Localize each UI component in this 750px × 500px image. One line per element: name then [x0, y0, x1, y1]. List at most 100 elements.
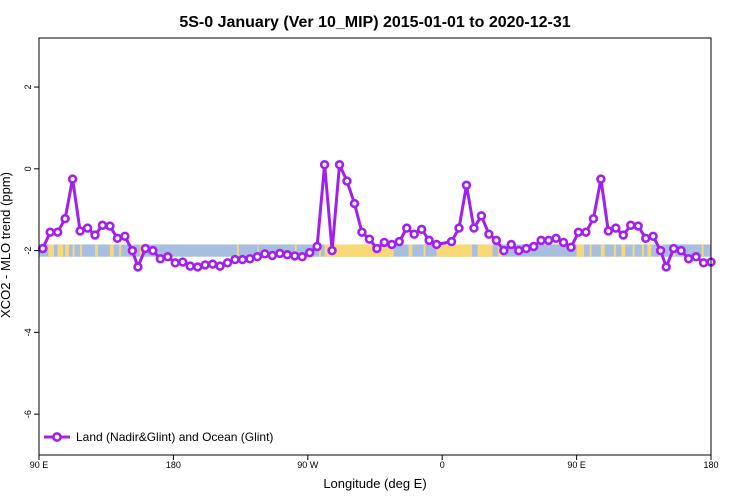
data-point [178, 257, 188, 267]
data-point [222, 258, 233, 268]
y-tick-label: -2 [23, 247, 33, 255]
land-segment [632, 244, 635, 257]
data-point [409, 229, 419, 239]
data-point [402, 223, 412, 233]
land-segment [294, 244, 297, 257]
land-segment [57, 244, 64, 257]
data-point [484, 229, 494, 239]
x-tick-label: 90 E [567, 460, 586, 470]
land-segment [576, 244, 585, 257]
data-point [640, 233, 651, 244]
data-point [431, 239, 442, 250]
land-segment [257, 244, 259, 257]
data-point [387, 239, 397, 250]
data-point [245, 254, 255, 264]
data-point [596, 174, 606, 184]
data-point [75, 226, 85, 236]
data-point [588, 214, 599, 224]
data-point [454, 223, 464, 233]
chart-title: 5S-0 January (Ver 10_MIP) 2015-01-01 to … [179, 14, 570, 31]
data-point [611, 223, 621, 233]
data-point [215, 261, 225, 271]
land-segment [236, 244, 239, 257]
data-point [661, 262, 671, 272]
land-segment [436, 244, 473, 257]
data-point [105, 221, 115, 231]
x-tick-label: 180 [703, 460, 718, 470]
land-segment [139, 244, 142, 257]
data-point [394, 236, 404, 247]
land-segment [72, 244, 75, 257]
y-axis-label: XCO2 - MLO trend (ppm) [0, 172, 13, 318]
land-segment [477, 244, 493, 257]
data-point [476, 211, 487, 221]
data-point [97, 220, 108, 230]
legend-marker [52, 432, 62, 442]
data-point [267, 250, 278, 261]
data-point [416, 224, 427, 235]
data-point [60, 214, 70, 224]
data-point [297, 252, 307, 262]
land-segment [423, 244, 426, 257]
series-layer [38, 160, 716, 272]
data-point [192, 262, 203, 272]
land-segment [701, 244, 704, 257]
data-point [499, 245, 509, 256]
data-point [357, 227, 367, 237]
data-point [185, 261, 195, 271]
land-segment [95, 244, 98, 257]
data-point [312, 241, 322, 252]
data-point [155, 254, 166, 264]
x-tick-label: 90 W [297, 460, 319, 470]
data-point [491, 235, 502, 246]
data-point [551, 233, 561, 244]
data-point [112, 233, 123, 244]
data-point [469, 223, 479, 233]
data-point [372, 243, 382, 254]
data-point [566, 242, 576, 253]
land-segment [48, 244, 54, 257]
data-point [260, 249, 270, 259]
data-point [127, 245, 138, 256]
data-point [424, 235, 434, 246]
land-segment [613, 244, 616, 257]
legend: Land (Nadir&Glint) and Ocean (Glint) [44, 430, 273, 444]
data-point [327, 245, 337, 256]
plot-frame [38, 37, 712, 456]
land-segment [119, 244, 122, 257]
y-tick-label: 0 [23, 166, 33, 171]
y-tick-label: 2 [23, 85, 33, 90]
data-point [668, 243, 679, 254]
data-point [148, 245, 158, 256]
data-point [603, 226, 614, 236]
y-tick-label: -6 [23, 410, 33, 418]
x-axis-label: Longitude (deg E) [323, 476, 426, 491]
data-point [514, 245, 524, 256]
data-point [290, 251, 300, 261]
data-point [342, 176, 352, 186]
data-point [275, 248, 285, 259]
data-point [676, 245, 686, 256]
data-point [536, 235, 546, 246]
land-segment [65, 244, 69, 257]
y-tick-label: -4 [23, 328, 33, 336]
data-point [45, 227, 55, 237]
data-point [461, 180, 472, 190]
data-point [140, 243, 151, 254]
data-point [38, 243, 48, 254]
land-segment [319, 244, 321, 257]
data-point [304, 247, 315, 258]
data-point [573, 227, 584, 237]
data-point [698, 258, 709, 268]
data-point [446, 236, 457, 247]
data-point [655, 245, 666, 256]
land-segment [641, 244, 644, 257]
data-point [237, 254, 248, 265]
x-tick-label: 0 [440, 460, 445, 470]
data-point [170, 258, 180, 268]
data-point [364, 234, 375, 244]
land-segment [600, 244, 605, 257]
data-point [581, 227, 591, 237]
data-point [230, 254, 240, 265]
data-point [543, 235, 554, 246]
